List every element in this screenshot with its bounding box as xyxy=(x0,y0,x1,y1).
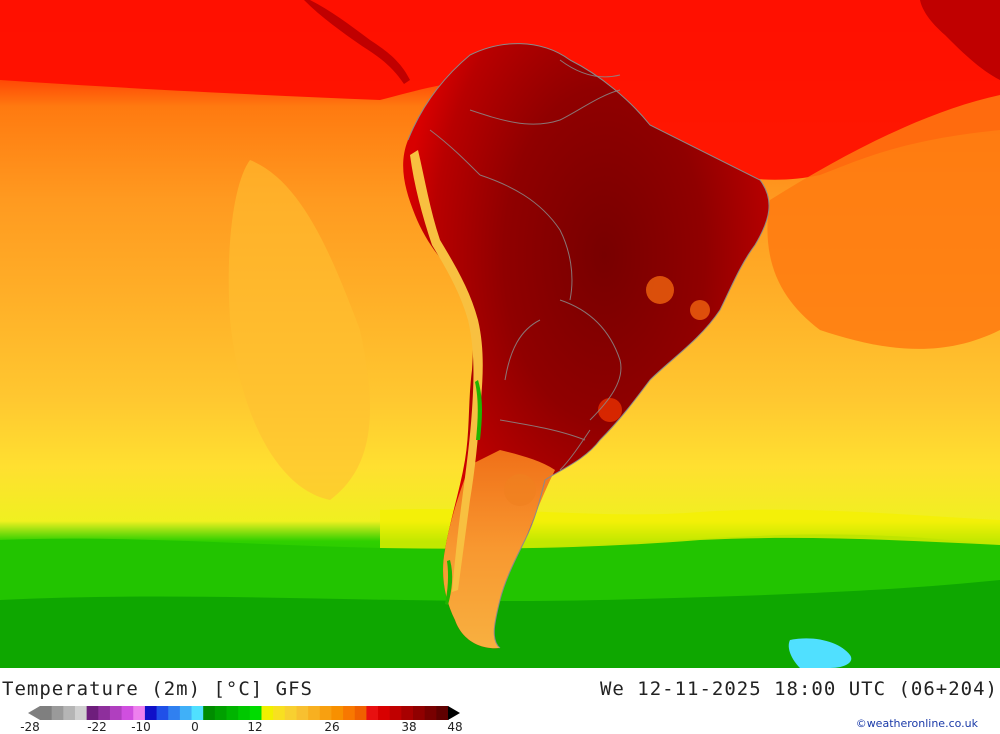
scale-swatch xyxy=(366,706,379,720)
scale-tick-label: 48 xyxy=(447,720,463,734)
scale-swatch xyxy=(98,706,111,720)
south-darkgreen xyxy=(0,580,1000,668)
scale-arrow-low xyxy=(28,706,40,720)
model-label: GFS xyxy=(275,678,313,700)
scale-swatch xyxy=(319,706,332,720)
map-title: Temperature (2m) [°C] GFS xyxy=(2,678,313,700)
scale-tick-label: 26 xyxy=(324,720,340,734)
orange-patch xyxy=(598,398,622,422)
scale-swatch xyxy=(86,706,99,720)
scale-swatch xyxy=(331,706,344,720)
scale-swatch xyxy=(51,706,64,720)
land-africa-corner xyxy=(920,0,1000,80)
scale-swatch xyxy=(168,706,181,720)
scale-swatch xyxy=(203,706,216,720)
scale-tick-label: -22 xyxy=(87,720,107,734)
scale-swatch xyxy=(413,706,426,720)
scale-swatch xyxy=(378,706,391,720)
scale-swatch xyxy=(74,706,88,720)
yellow-band xyxy=(380,508,1000,549)
scale-swatch xyxy=(191,706,204,720)
cyan-patch xyxy=(788,638,852,668)
scale-swatch xyxy=(226,706,239,720)
orange-patch xyxy=(646,276,674,304)
temperature-map xyxy=(0,0,1000,668)
scale-swatch xyxy=(144,706,158,720)
scale-swatch xyxy=(261,706,274,720)
scale-swatch xyxy=(354,706,367,720)
scale-swatch xyxy=(238,706,251,720)
andes-green-strip-south xyxy=(445,560,453,605)
scale-tick-label: 0 xyxy=(191,720,199,734)
scale-tick-label: -10 xyxy=(131,720,151,734)
variable-label: Temperature (2m) [°C] xyxy=(2,678,264,700)
scale-tick-label: -28 xyxy=(20,720,40,734)
pacific-yellow xyxy=(228,160,370,500)
orange-patch xyxy=(690,300,710,320)
scale-swatch xyxy=(436,706,449,720)
scale-arrow-high xyxy=(448,706,460,720)
north-warm-band xyxy=(0,0,1000,180)
scale-swatch xyxy=(284,706,297,720)
scale-swatch xyxy=(296,706,309,720)
andes-green-strip xyxy=(475,380,482,440)
scale-swatch xyxy=(179,706,193,720)
andes-range xyxy=(410,150,483,592)
credit-label: ©weatheronline.co.uk xyxy=(855,717,978,730)
atlantic-orange xyxy=(767,95,1000,349)
scale-tick-label: 12 xyxy=(247,720,263,734)
map-footer: Temperature (2m) [°C] GFS We 12-11-2025 … xyxy=(0,668,1000,734)
scale-swatch xyxy=(343,706,356,720)
scale-swatch xyxy=(273,706,286,720)
land-central-america xyxy=(304,0,410,84)
scale-swatch xyxy=(389,706,402,720)
orange-patch xyxy=(504,474,536,506)
scale-swatch xyxy=(214,706,228,720)
scale-swatch xyxy=(308,706,321,720)
scale-tick-label: 38 xyxy=(401,720,417,734)
scale-swatch xyxy=(109,706,123,720)
scale-swatch xyxy=(424,706,437,720)
scale-swatch xyxy=(133,706,146,720)
scale-swatch xyxy=(63,706,76,720)
scale-swatch xyxy=(40,706,53,720)
scale-swatch xyxy=(401,706,414,720)
valid-time-label: We 12-11-2025 18:00 UTC (06+204) xyxy=(599,678,998,700)
country-borders xyxy=(429,59,622,471)
scale-swatch xyxy=(121,706,134,720)
scale-swatch xyxy=(249,706,262,720)
scale-swatch xyxy=(156,706,169,720)
coastline xyxy=(407,43,770,649)
color-scale-bar xyxy=(28,706,460,720)
color-scale-ticks: -28 -22 -10 0 12 26 38 48 xyxy=(0,720,480,734)
